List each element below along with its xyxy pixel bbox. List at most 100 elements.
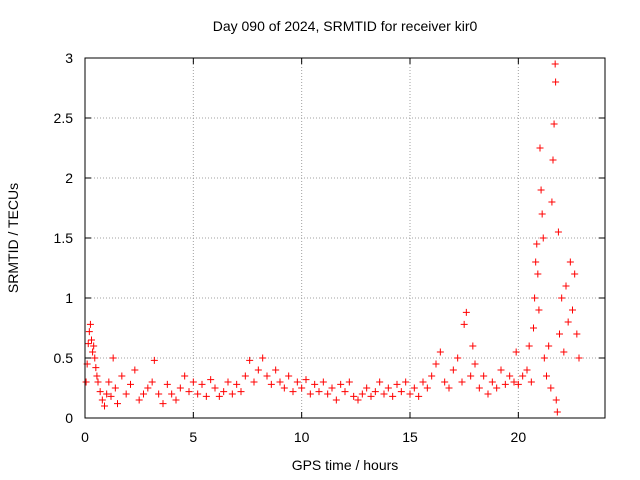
data-point (449, 366, 457, 374)
data-point (272, 366, 280, 374)
data-point (101, 402, 108, 410)
data-point (86, 320, 94, 328)
data-point (543, 372, 550, 380)
data-point (84, 340, 92, 348)
data-point (127, 380, 134, 388)
data-point (367, 392, 375, 400)
data-point (537, 186, 545, 194)
data-point (114, 400, 121, 408)
data-point (207, 376, 215, 384)
data-point (172, 396, 180, 404)
data-point (532, 258, 540, 266)
data-point (371, 388, 379, 396)
tick-labels: 0 5 10 15 20 0 0.5 1 1.5 2 2.5 3 (54, 50, 527, 445)
data-point (289, 388, 297, 396)
data-point (237, 388, 245, 396)
data-point (176, 384, 184, 392)
data-point (224, 378, 232, 386)
data-point (566, 258, 574, 266)
data-point (263, 372, 271, 380)
data-point (341, 388, 349, 396)
data-point (432, 360, 440, 368)
data-point (554, 228, 562, 236)
data-point (131, 366, 139, 374)
data-point (376, 378, 384, 386)
data-point (345, 378, 353, 386)
data-point (228, 390, 236, 398)
data-point (493, 384, 501, 392)
data-point (506, 372, 514, 380)
y-tick-label: 3 (65, 50, 73, 66)
data-point (469, 342, 477, 350)
y-tick-label: 2 (65, 170, 73, 186)
data-point (328, 384, 336, 392)
x-tick-label: 0 (81, 429, 89, 445)
data-point (315, 388, 323, 396)
data-point (545, 342, 553, 350)
y-tick-label: 0 (65, 410, 73, 426)
y-axis-label: SRMTID / TECUs (5, 183, 21, 293)
data-point (556, 330, 563, 338)
x-axis-label: GPS time / hours (292, 457, 399, 473)
data-point (384, 384, 392, 392)
data-point (497, 366, 505, 374)
data-point (547, 384, 555, 392)
data-point (571, 270, 579, 278)
data-point (488, 378, 496, 386)
data-point (202, 392, 210, 400)
data-point (393, 380, 401, 388)
data-point (523, 366, 531, 374)
data-point (551, 60, 559, 68)
data-point (415, 392, 423, 400)
data-point (480, 372, 488, 380)
data-point (311, 380, 319, 388)
y-tick-label: 0.5 (54, 350, 74, 366)
data-point (337, 380, 345, 388)
data-point (140, 390, 147, 398)
data-point (302, 376, 310, 384)
data-point (358, 390, 366, 398)
data-point (406, 390, 414, 398)
data-point (185, 388, 193, 396)
data-point (241, 372, 249, 380)
data-point (536, 144, 544, 152)
data-point (118, 372, 126, 380)
x-tick-label: 10 (294, 429, 310, 445)
data-point (573, 330, 581, 338)
data-point (419, 378, 427, 386)
data-point (575, 354, 583, 362)
grid-lines (85, 58, 605, 418)
data-point (250, 378, 258, 386)
data-point (445, 384, 453, 392)
data-point (538, 210, 546, 218)
data-point (276, 378, 284, 386)
y-tick-label: 2.5 (54, 110, 74, 126)
data-point (535, 306, 543, 314)
data-point (560, 348, 568, 356)
data-point (159, 400, 167, 408)
data-point (397, 388, 405, 396)
data-point (512, 348, 520, 356)
data-point (389, 392, 397, 400)
data-point (564, 318, 572, 326)
data-point (148, 378, 156, 386)
chart-title: Day 090 of 2024, SRMTID for receiver kir… (213, 18, 478, 34)
y-tick-label: 1.5 (54, 230, 74, 246)
data-point (539, 234, 547, 242)
data-point (562, 282, 570, 290)
data-point (306, 390, 314, 398)
data-point (454, 354, 462, 362)
data-point (259, 354, 267, 362)
data-point (332, 396, 340, 404)
data-point (350, 392, 358, 400)
data-point (519, 372, 527, 380)
data-point (436, 348, 444, 356)
x-tick-label: 5 (189, 429, 197, 445)
data-point (467, 372, 475, 380)
data-point (363, 384, 371, 392)
data-point (423, 384, 431, 392)
data-point (552, 396, 560, 404)
data-point (501, 380, 509, 388)
data-point (88, 336, 95, 344)
